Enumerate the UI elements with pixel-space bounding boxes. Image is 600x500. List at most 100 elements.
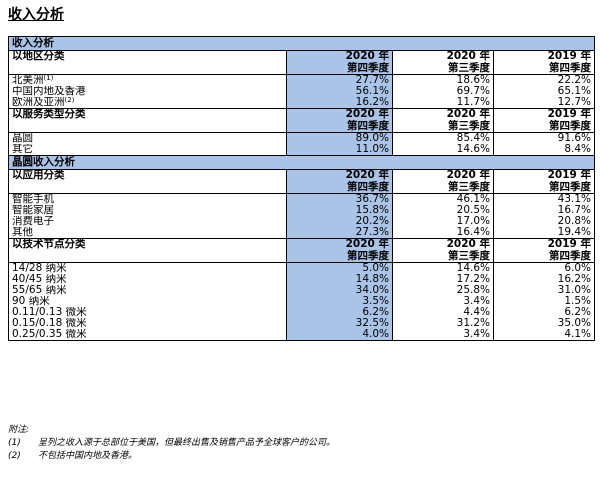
group-header-row: 以应用分类 2020 年第四季度 2020 年第三季度 2019 年第四季度 [8,169,595,194]
row-label-cell: 其他 [8,227,287,239]
group-label: 以应用分类 [8,169,287,194]
column-header-year: 2020 年 [446,238,490,250]
note-1-text: 呈列之收入源于总部位于美国，但最终出售及销售产品予全球客户的公司。 [38,438,336,448]
row-label: 欧洲及亚洲 [12,97,65,108]
value-cell: 85.4% [392,132,494,144]
value-cell: 14.6% [392,144,494,156]
column-header-quarter: 第三季度 [448,119,490,132]
value-cell: 43.1% [493,193,595,205]
value-cell: 46.1% [392,193,494,205]
column-header: 2020 年第三季度 [392,50,494,75]
row-label: 14/28 纳米 [12,262,67,274]
row-label-cell: 40/45 纳米 [8,274,287,285]
row-label-cell: 14/28 纳米 [8,262,287,274]
row-label-cell: 0.25/0.35 微米 [8,329,287,341]
column-header-year: 2020 年 [446,108,490,120]
value-cell: 19.4% [493,227,595,239]
table-row: 消费电子 20.2% 17.0% 20.8% [8,216,595,227]
value-cell: 20.8% [493,216,595,227]
row-label: 0.25/0.35 微米 [12,329,87,340]
value-cell: 35.0% [493,318,595,329]
value-cell: 12.7% [493,97,595,109]
row-label: 智能家居 [12,205,54,216]
table-row: 中国内地及香港 56.1% 69.7% 65.1% [8,86,595,97]
table-row: 14/28 纳米 5.0% 14.6% 6.0% [8,262,595,274]
value-cell: 32.5% [286,318,393,329]
column-header-year: 2020 年 [345,238,389,250]
footnote-marker: (2) [64,97,75,104]
column-header-quarter: 第四季度 [549,61,591,74]
row-label: 晶圆 [12,132,33,144]
value-cell: 91.6% [493,132,595,144]
column-header-quarter: 第四季度 [347,119,389,132]
value-cell: 3.5% [286,296,393,307]
row-label: 40/45 纳米 [12,274,67,285]
value-cell: 20.2% [286,216,393,227]
group-label: 以服务类型分类 [8,108,287,133]
value-cell: 22.2% [493,74,595,86]
column-header: 2020 年第三季度 [392,238,494,263]
value-cell: 1.5% [493,296,595,307]
column-header-year: 2020 年 [345,169,389,181]
value-cell: 3.4% [392,329,494,341]
group-header-row: 以地区分类 2020 年第四季度 2020 年第三季度 2019 年第四季度 [8,50,595,75]
table-row: 0.15/0.18 微米 32.5% 31.2% 35.0% [8,318,595,329]
group-label: 以地区分类 [8,50,287,75]
value-cell: 8.4% [493,144,595,156]
note-2-number: (2) [8,451,21,461]
value-cell: 11.0% [286,144,393,156]
column-header: 2019 年第四季度 [493,169,595,194]
value-cell: 31.0% [493,285,595,296]
row-label-cell: 55/65 纳米 [8,285,287,296]
row-label-cell: 智能家居 [8,205,287,216]
column-header-quarter: 第四季度 [549,119,591,132]
row-label: 北美洲 [12,74,44,86]
notes-title: 附注: [8,425,30,435]
footnote-marker: (1) [43,74,54,82]
value-cell: 5.0% [286,262,393,274]
column-header: 2020 年第三季度 [392,108,494,133]
column-header-quarter: 第四季度 [347,61,389,74]
row-label: 0.11/0.13 微米 [12,307,87,318]
page-title: 收入分析 [8,7,64,23]
table-row: 40/45 纳米 14.8% 17.2% 16.2% [8,274,595,285]
group-label: 以技术节点分类 [8,238,287,263]
table-row: 0.11/0.13 微米 6.2% 4.4% 6.2% [8,307,595,318]
table-row: 智能家居 15.8% 20.5% 16.7% [8,205,595,216]
column-header-year: 2019 年 [547,50,591,62]
column-header: 2020 年第三季度 [392,169,494,194]
column-header-quarter: 第四季度 [549,249,591,262]
row-label-cell: 欧洲及亚洲(2) [8,97,287,109]
row-label-cell: 90 纳米 [8,296,287,307]
note-2-text: 不包括中国内地及香港。 [38,451,138,461]
value-cell: 65.1% [493,86,595,97]
column-header-quarter: 第四季度 [347,249,389,262]
column-header-year: 2020 年 [446,169,490,181]
value-cell: 4.1% [493,329,595,341]
note-1: (1) 呈列之收入源于总部位于美国，但最终出售及销售产品予全球客户的公司。 [8,437,335,450]
row-label: 90 纳米 [12,296,50,307]
column-header: 2019 年第四季度 [493,108,595,133]
value-cell: 17.2% [392,274,494,285]
row-label-cell: 其它 [8,144,287,156]
value-cell: 31.2% [392,318,494,329]
value-cell: 16.2% [286,97,393,109]
value-cell: 4.4% [392,307,494,318]
value-cell: 16.7% [493,205,595,216]
row-label: 中国内地及香港 [12,86,86,97]
value-cell: 20.5% [392,205,494,216]
value-cell: 17.0% [392,216,494,227]
value-cell: 4.0% [286,329,393,341]
table-row: 晶圆 89.0% 85.4% 91.6% [8,132,595,144]
row-label: 消费电子 [12,216,54,227]
column-header: 2020 年第四季度 [286,169,393,194]
row-label: 其他 [12,227,33,238]
column-header: 2020 年第四季度 [286,108,393,133]
column-header-quarter: 第四季度 [549,180,591,193]
value-cell: 89.0% [286,132,393,144]
table-row: 90 纳米 3.5% 3.4% 1.5% [8,296,595,307]
value-cell: 27.3% [286,227,393,239]
column-header-year: 2019 年 [547,169,591,181]
value-cell: 69.7% [392,86,494,97]
row-label: 其它 [12,144,33,155]
